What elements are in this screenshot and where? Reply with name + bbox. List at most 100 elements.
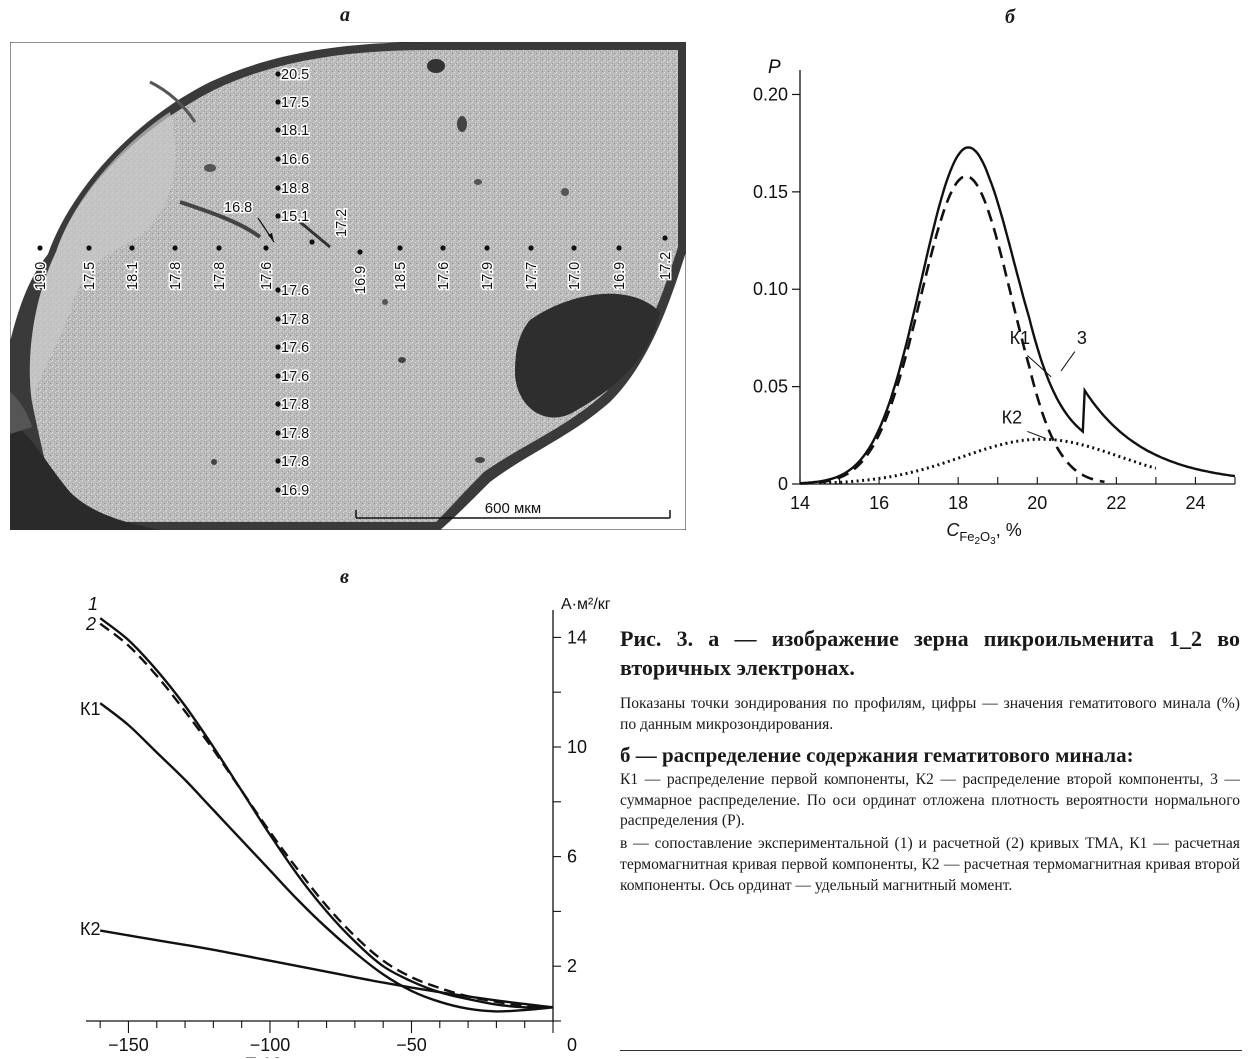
probe-value-label: 17.2 [658,252,674,280]
x-tick-label: −150 [108,1035,149,1055]
series-k2-curve [99,929,554,1009]
probe-point [275,344,281,350]
probe-point [484,245,490,251]
y-tick-label: 0.20 [753,84,788,104]
probe-point [37,245,43,251]
probe-value-label: 16.9 [281,483,309,499]
panel-letter-v: в [340,566,349,588]
probe-point [275,287,281,293]
panel-letter-b: б [1005,6,1015,28]
caption-rule [620,1050,1242,1051]
x-tick-label: 20 [1027,493,1047,513]
probe-point [275,99,281,105]
x-axis-label: T, °C [246,1054,283,1058]
caption-title: Рис. 3. а — изображение зерна пикроильме… [620,626,1240,680]
probe-point [275,185,281,191]
probe-point [275,71,281,77]
probe-point [571,245,577,251]
probe-point [309,239,315,245]
series-k1-curve [99,702,554,1013]
probe-value-label: 18.1 [281,123,309,139]
x-tick-label: −50 [396,1035,427,1055]
probe-point [357,249,363,255]
probe-point [275,373,281,379]
series-k1-label: К1 [1010,328,1031,348]
panel-letter-a: а [340,4,350,26]
x-tick-label: 22 [1106,493,1126,513]
distribution-chart: 0 0.05 0.10 0.15 0.20 14 16 18 20 22 24 P CFe2O3, %… [753,57,1236,547]
probe-point [263,245,269,251]
probe-value-label: 17.8 [168,262,184,290]
probe-point [275,401,281,407]
series-k1-label: К1 [80,699,101,719]
y-axis-label: A·м²/кг [561,596,611,613]
probe-value-label: 17.8 [281,426,309,442]
y-tick-label: 14 [567,627,587,647]
caption-text-b: К1 — распределение первой компоненты, К2… [620,770,1240,830]
probe-value-label: 18.1 [125,262,141,290]
probe-point [86,245,92,251]
x-tick-label: 16 [869,493,889,513]
probe-point [397,245,403,251]
probe-point [275,316,281,322]
y-tick-label: 6 [567,847,577,867]
series-k1-curve [799,174,1105,485]
x-tick-label: 14 [790,493,810,513]
y-tick-label: 10 [567,737,587,757]
y-tick-label: 0.10 [753,279,788,299]
series-1-curve [99,617,554,1009]
probe-point [275,430,281,436]
probe-point [440,245,446,251]
probe-value-label: 16.6 [281,152,309,168]
probe-value-label: 16.9 [353,266,369,294]
y-tick-label: 0.05 [753,377,788,397]
y-tick-label: 2 [567,956,577,976]
probe-point [275,487,281,493]
probe-value-label: 17.6 [436,262,452,290]
probe-point [172,245,178,251]
probe-value-label: 16.8 [224,200,252,216]
probe-value-label: 17.7 [524,262,540,290]
probe-value-label: 17.8 [281,312,309,328]
probe-value-label: 17.9 [480,262,496,290]
series-2-curve [99,622,554,1009]
probe-value-label: 17.8 [212,262,228,290]
series-k2-label: К2 [1002,408,1023,428]
probe-value-label: 18.5 [393,262,409,290]
grain-body [29,50,678,522]
probe-point [616,245,622,251]
series-1-label: 1 [88,594,98,614]
probe-point [275,127,281,133]
probe-value-label: 17.8 [281,397,309,413]
probe-value-label: 17.5 [281,95,309,111]
probe-value-label: 17.8 [281,454,309,470]
y-tick-label: 0.15 [753,182,788,202]
probe-value-label: 17.5 [82,262,98,290]
probe-value-label: 19.0 [33,262,49,290]
probe-value-label: 16.9 [612,262,628,290]
probe-value-label: 17.6 [281,369,309,385]
probe-value-label: 17.6 [281,340,309,356]
series-2-label: 2 [85,614,96,634]
x-axis-label: CFe2O3, % [946,520,1021,547]
probe-point [275,458,281,464]
scale-bar-label: 600 мкм [485,500,541,517]
series-k2-curve [823,437,1157,485]
y-tick-label: 0 [778,474,788,494]
y-axis-label: P [768,57,781,78]
probe-value-label: 15.1 [281,209,309,225]
y-tick-label: 0 [567,1035,577,1055]
probe-point [275,156,281,162]
probe-value-label: 18.8 [281,181,309,197]
figure-caption: Рис. 3. а — изображение зерна пикроильме… [620,625,1240,896]
probe-value-label: 17.6 [281,283,309,299]
series-k2-label: К2 [80,919,101,939]
probe-value-label: 17.0 [567,262,583,290]
probe-value-label: 17.6 [259,262,275,290]
probe-point [275,213,281,219]
series-3-curve [799,146,1236,485]
probe-point [129,245,135,251]
series-3-label: 3 [1077,328,1087,348]
probe-point [662,235,668,241]
